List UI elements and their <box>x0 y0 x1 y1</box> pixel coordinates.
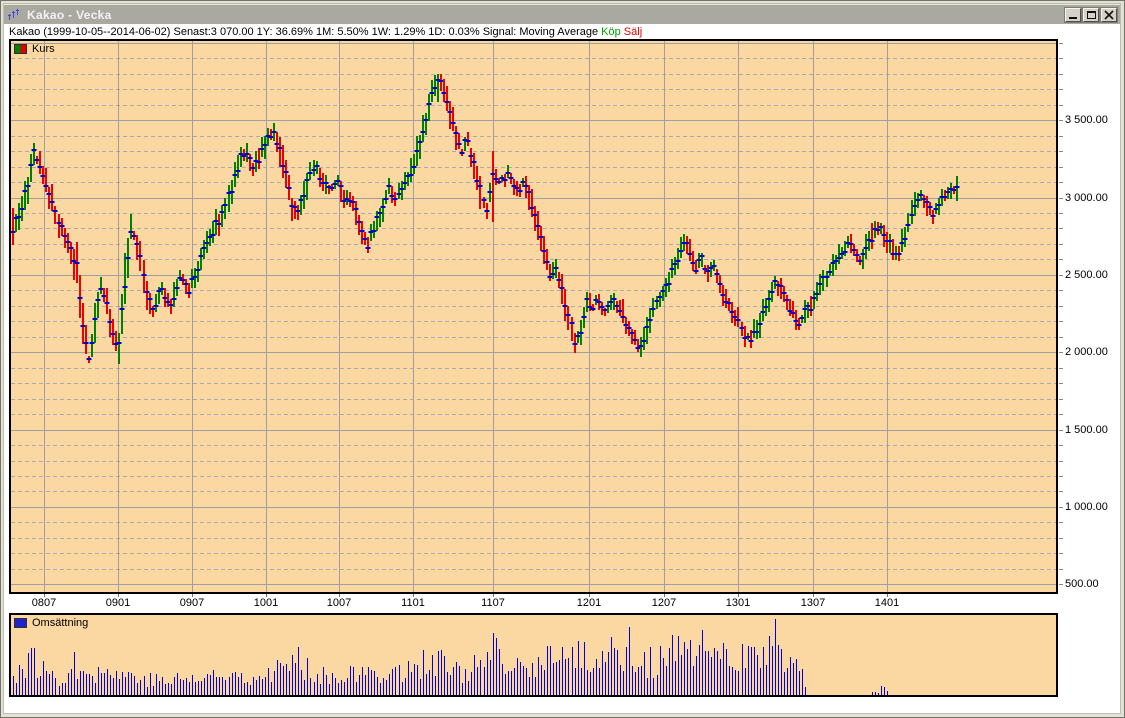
y-axis-tick <box>1059 244 1063 245</box>
y-axis-tick <box>1059 522 1063 523</box>
x-axis-label: 1307 <box>800 597 826 609</box>
y-axis-label: 2 000.00 <box>1065 346 1108 359</box>
x-axis-tick <box>118 594 119 597</box>
kurs-legend-icon <box>14 44 27 54</box>
y-axis-tick <box>1059 182 1063 183</box>
x-axis-label: 1301 <box>725 597 751 609</box>
y-axis-tick <box>1059 136 1063 137</box>
x-axis-tick <box>266 594 267 597</box>
window-content: Kakao - Vecka Kakao (1999-10-05--2014-06… <box>3 3 1121 714</box>
y-axis-tick <box>1059 352 1063 353</box>
titlebar[interactable]: Kakao - Vecka <box>4 4 1120 24</box>
y-axis-tick <box>1059 445 1063 446</box>
x-axis-label: 1007 <box>326 597 352 609</box>
x-axis-label: 1207 <box>651 597 677 609</box>
y-axis-tick <box>1059 167 1063 168</box>
x-axis-tick <box>664 594 665 597</box>
y-axis-tick <box>1059 259 1063 260</box>
y-axis-tick <box>1059 306 1063 307</box>
y-axis-tick <box>1059 507 1063 508</box>
x-axis-label: 1101 <box>401 597 425 609</box>
window-controls <box>1064 7 1118 23</box>
y-axis-tick <box>1059 584 1063 585</box>
volume-chart-panel[interactable]: Omsättning <box>9 613 1058 697</box>
y-axis-tick <box>1059 476 1063 477</box>
y-axis-tick <box>1059 213 1063 214</box>
x-axis-label: 1201 <box>576 597 602 609</box>
y-axis-tick <box>1059 120 1063 121</box>
y-axis-tick <box>1059 228 1063 229</box>
y-axis-tick <box>1059 430 1063 431</box>
y-axis-tick <box>1059 58 1063 59</box>
x-axis-tick <box>192 594 193 597</box>
minimize-icon <box>1069 17 1077 19</box>
y-axis-tick <box>1059 198 1063 199</box>
x-axis-tick <box>413 594 414 597</box>
x-axis-label: 1001 <box>253 597 279 609</box>
kurs-legend-label: Kurs <box>32 43 55 55</box>
y-axis-tick <box>1059 414 1063 415</box>
minimize-button[interactable] <box>1064 7 1082 23</box>
y-axis-tick <box>1059 275 1063 276</box>
volume-legend-label: Omsättning <box>32 617 89 629</box>
y-axis-tick <box>1059 290 1063 291</box>
y-axis-label: 2 500.00 <box>1065 268 1108 281</box>
y-axis-tick <box>1059 383 1063 384</box>
y-axis-tick <box>1059 43 1063 44</box>
volume-legend: Omsättning <box>14 617 88 629</box>
y-axis-tick <box>1059 89 1063 90</box>
x-axis-tick <box>589 594 590 597</box>
y-axis-tick <box>1059 399 1063 400</box>
price-chart-panel[interactable]: Kurs <box>9 39 1058 594</box>
y-axis-tick <box>1059 151 1063 152</box>
y-axis-label: 1 500.00 <box>1065 423 1108 436</box>
x-axis-tick <box>339 594 340 597</box>
signal-sell-label: Sälj <box>623 26 643 38</box>
y-axis-label: 3 000.00 <box>1065 191 1108 204</box>
y-axis-label: 3 500.00 <box>1065 114 1108 127</box>
x-axis-tick <box>887 594 888 597</box>
instrument-summary: Kakao (1999-10-05--2014-06-02) Senast:3 … <box>9 26 599 38</box>
x-axis-tick <box>493 594 494 597</box>
x-axis-tick <box>44 594 45 597</box>
price-plot[interactable] <box>11 41 1056 592</box>
close-button[interactable] <box>1100 7 1118 23</box>
y-axis-tick <box>1059 491 1063 492</box>
close-icon <box>1104 10 1114 20</box>
y-axis-label: 500.00 <box>1065 578 1099 591</box>
y-axis-tick <box>1059 74 1063 75</box>
x-axis-label: 0807 <box>31 597 57 609</box>
x-axis-label: 1107 <box>481 597 505 609</box>
price-legend: Kurs <box>14 43 55 55</box>
y-axis-tick <box>1059 553 1063 554</box>
y-axis-tick <box>1059 337 1063 338</box>
volume-legend-icon <box>14 618 27 628</box>
volume-plot[interactable] <box>11 615 1056 695</box>
window-title: Kakao - Vecka <box>27 7 112 22</box>
y-axis-tick <box>1059 105 1063 106</box>
chart-app-icon <box>7 8 23 22</box>
x-axis-tick <box>738 594 739 597</box>
y-axis-tick <box>1059 569 1063 570</box>
maximize-icon <box>1087 11 1096 19</box>
y-axis-tick <box>1059 368 1063 369</box>
x-axis-label: 0907 <box>179 597 205 609</box>
x-axis-label: 0901 <box>105 597 131 609</box>
y-axis-label: 1 000.00 <box>1065 500 1108 513</box>
y-axis-tick <box>1059 321 1063 322</box>
signal-buy-label: Köp <box>601 26 621 38</box>
y-axis-tick <box>1059 538 1063 539</box>
x-axis-tick <box>813 594 814 597</box>
x-axis-label: 1401 <box>874 597 900 609</box>
maximize-button[interactable] <box>1082 7 1100 23</box>
y-axis-tick <box>1059 461 1063 462</box>
info-bar: Kakao (1999-10-05--2014-06-02) Senast:3 … <box>4 25 1120 40</box>
